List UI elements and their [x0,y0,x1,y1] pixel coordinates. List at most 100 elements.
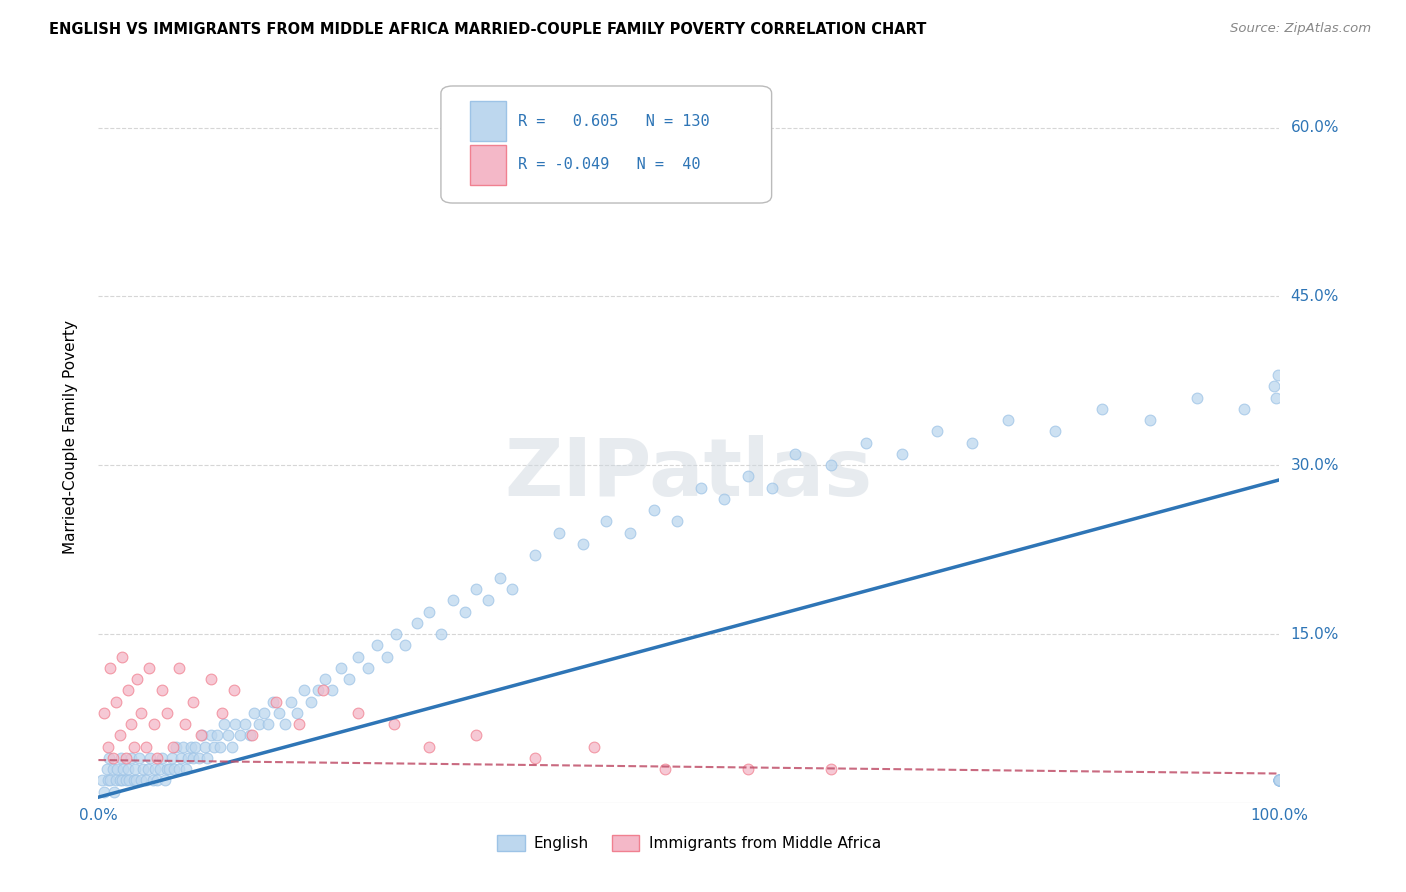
Point [501,582,523,596]
Point [314,672,336,686]
Point [253,706,276,720]
Point [190,728,212,742]
Point [160,751,183,765]
Point [394,638,416,652]
Point [240,728,263,742]
Point [165,739,187,754]
Point [167,661,190,675]
Text: R =   0.605   N = 130: R = 0.605 N = 130 [517,113,709,128]
Point [962,435,984,450]
Point [274,717,297,731]
Point [195,751,218,765]
Y-axis label: Married-Couple Family Poverty: Married-Couple Family Poverty [63,320,77,554]
Point [418,605,440,619]
Point [91,773,114,788]
Point [855,435,877,450]
Point [430,627,453,641]
Point [264,694,287,708]
Point [257,717,280,731]
Point [689,481,711,495]
Point [737,762,759,776]
Point [217,728,239,742]
Text: 30.0%: 30.0% [1291,458,1339,473]
Point [108,728,131,742]
Point [105,762,128,776]
Point [173,717,195,731]
Point [114,773,136,788]
Point [1268,773,1291,788]
Point [654,762,676,776]
Point [1139,413,1161,427]
Point [583,739,606,754]
Point [224,683,246,698]
Point [418,739,440,754]
Point [181,694,204,708]
Point [93,706,115,720]
Point [477,593,499,607]
Point [1268,773,1291,788]
Point [127,672,149,686]
Point [571,537,593,551]
Point [174,762,197,776]
Point [1268,773,1291,788]
Point [285,706,308,720]
Point [103,784,125,798]
Point [124,762,146,776]
Point [465,582,488,596]
Point [1268,773,1291,788]
FancyBboxPatch shape [441,86,772,203]
Point [122,773,145,788]
Point [1091,401,1114,416]
Point [150,751,173,765]
Point [156,762,179,776]
FancyBboxPatch shape [471,101,506,141]
Point [1268,773,1291,788]
Point [111,649,134,664]
Point [143,762,166,776]
Point [382,717,405,731]
Point [117,683,139,698]
Point [122,739,145,754]
Point [1264,391,1286,405]
Point [170,751,193,765]
Point [1233,401,1256,416]
Point [209,739,232,754]
Point [785,447,807,461]
Point [548,525,571,540]
Point [1268,773,1291,788]
Point [1263,379,1285,393]
Point [205,728,228,742]
Point [1043,425,1066,439]
Point [643,503,665,517]
Point [337,672,360,686]
Point [820,458,842,473]
Point [247,717,270,731]
Point [138,661,160,675]
Point [101,751,124,765]
Point [93,784,115,798]
Text: R = -0.049   N =  40: R = -0.049 N = 40 [517,158,700,172]
Point [595,515,617,529]
Point [233,717,256,731]
Point [108,773,131,788]
Point [269,706,291,720]
Text: 60.0%: 60.0% [1291,120,1339,135]
Point [212,717,235,731]
Point [239,728,262,742]
Point [146,773,169,788]
Point [128,751,150,765]
Point [97,773,120,788]
Point [288,717,311,731]
Point [312,683,335,698]
Point [229,728,252,742]
Point [121,751,143,765]
Point [156,706,179,720]
Point [713,491,735,506]
Point [666,515,689,529]
Point [139,751,162,765]
Point [524,751,547,765]
Point [105,773,128,788]
Point [280,694,302,708]
Point [153,773,176,788]
Point [1268,773,1291,788]
